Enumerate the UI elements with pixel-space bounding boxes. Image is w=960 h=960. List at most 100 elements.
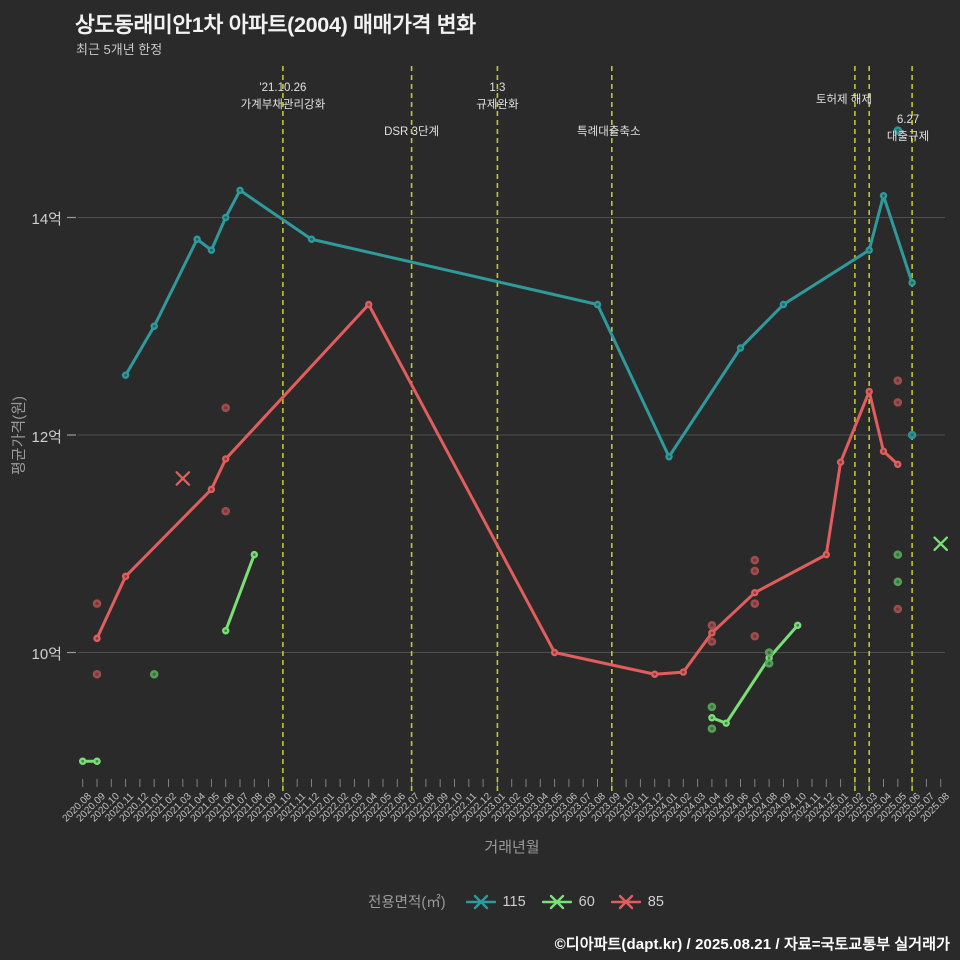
series-85-vertex-core	[553, 651, 556, 654]
series-85-vertex-core	[653, 672, 657, 676]
series-85-dot	[893, 398, 903, 407]
series-60-dot	[764, 659, 774, 668]
series-60-vertex-core	[710, 716, 714, 720]
series-115-vertex-core	[210, 248, 213, 252]
series-115-vertex-core	[195, 237, 199, 241]
series-60-vertex-core	[724, 721, 728, 725]
series-85-vertex-core	[224, 457, 228, 461]
legend-item-85[interactable]: 85	[610, 893, 664, 910]
series-60-vertex-core	[252, 553, 256, 557]
series-60-vertex-core	[224, 629, 228, 633]
series-60-dot	[893, 577, 903, 587]
event-label: DSR 3단계	[322, 124, 502, 141]
series-85-dot-core	[753, 634, 757, 638]
event-label-line: 규제완화	[476, 98, 519, 111]
series-85-dot-core	[753, 569, 757, 573]
event-label-line: 가계부채관리강화	[240, 98, 326, 111]
series-60-vertex-core	[81, 759, 85, 763]
series-60-dot-core	[767, 650, 771, 655]
series-85-dot-core	[710, 640, 714, 644]
legend-item-label: 60	[578, 893, 595, 910]
series-115-vertex-core	[667, 455, 671, 459]
series-85-dot-core	[95, 672, 99, 676]
series-85-vertex-core	[824, 553, 828, 557]
x-axis-title: 거래년월	[484, 839, 540, 856]
series-85-dot-core	[224, 406, 228, 410]
event-label-line: 특례대출축소	[577, 126, 641, 138]
series-85-dot	[92, 599, 102, 608]
event-label-line: 1.3	[489, 82, 506, 94]
series-85-dot	[221, 403, 230, 413]
series-60-dot-core	[710, 727, 714, 731]
series-60-dot-core	[896, 553, 900, 557]
series-85-vertex-core	[95, 636, 99, 640]
series-115-vertex-core	[238, 188, 242, 192]
series-85-vertex-core	[210, 487, 213, 491]
series-60-x-marker	[933, 536, 949, 552]
series-85-dot	[221, 506, 230, 516]
series-85-dot	[750, 566, 760, 576]
page-subtitle: 최근 5개년 한정	[76, 42, 163, 57]
series-85-vertex-core	[839, 460, 842, 464]
event-label: '21.10.26 가계부채관리강화	[193, 80, 373, 113]
series-115-vertex-core	[910, 281, 914, 285]
series-115-dot-core	[896, 128, 900, 133]
series-115-vertex-core	[124, 373, 127, 377]
series-85-dot	[750, 555, 760, 565]
series-115-vertex-core	[152, 324, 156, 328]
series-85-vertex-core	[124, 574, 127, 578]
y-axis-title: 평균가격(원)	[10, 396, 28, 475]
series-85-dot-core	[753, 601, 757, 606]
series-115-dot	[893, 126, 903, 135]
legend: 전용면적(㎡) 115 60 85	[368, 891, 664, 912]
series-60-dot	[149, 669, 159, 679]
event-label-line: DSR 3단계	[384, 126, 440, 138]
series-115-dot-core	[910, 433, 914, 437]
series-60-dot	[707, 702, 717, 712]
series-85-dot-core	[95, 601, 99, 606]
event-label-line: 대출규제	[886, 130, 930, 143]
series-60-dot-core	[896, 580, 900, 584]
series-60-vertex-core	[767, 656, 771, 660]
event-label: 특례대출축소	[519, 124, 699, 141]
series-line-60	[224, 553, 256, 633]
series-85-vertex-core	[882, 449, 885, 453]
series-85-vertex-core	[896, 462, 900, 466]
series-85-vertex-core	[681, 670, 685, 674]
series-60-dot-core	[710, 705, 714, 709]
series-60-dot	[764, 648, 774, 657]
legend-line-x-icon	[610, 894, 641, 909]
series-85-x-marker	[175, 471, 191, 486]
series-85-vertex-core	[867, 390, 871, 393]
series-115-dot	[907, 430, 917, 440]
series-85-dot-core	[896, 379, 900, 383]
event-label-line: 토허제 해제	[815, 94, 872, 106]
series-line-115	[124, 188, 914, 459]
legend-item-115[interactable]: 115	[465, 893, 526, 910]
series-115-vertex-core	[596, 303, 599, 306]
y-tick-label: 14억	[31, 211, 63, 228]
event-label-line: '21.10.26	[259, 82, 307, 94]
legend-item-60[interactable]: 60	[541, 893, 595, 910]
series-85-dot-core	[710, 623, 714, 627]
series-85-vertex-core	[753, 591, 757, 595]
series-115-vertex-core	[224, 216, 228, 219]
series-115-vertex-core	[310, 237, 313, 241]
series-115-vertex-core	[782, 303, 785, 306]
series-85-dot-core	[224, 509, 228, 513]
series-60-vertex-core	[796, 623, 800, 627]
legend-item-label: 115	[502, 893, 526, 910]
series-85-dot	[92, 669, 102, 679]
series-line-60	[710, 623, 800, 725]
series-85-dot-core	[896, 400, 900, 404]
series-85-dot-core	[753, 558, 757, 562]
legend-item-label: 85	[647, 893, 664, 910]
footer-credit: ©디아파트(dapt.kr) / 2025.08.21 / 자료=국토교통부 실…	[554, 936, 950, 953]
series-60-vertex-core	[95, 759, 99, 763]
legend-line-x-icon	[541, 894, 572, 909]
series-60-dot	[893, 550, 903, 559]
y-tick-label: 10억	[31, 646, 63, 663]
series-85-vertex-core	[710, 631, 714, 635]
page-title: 상도동래미안1차 아파트(2004) 매매가격 변화	[75, 13, 476, 37]
